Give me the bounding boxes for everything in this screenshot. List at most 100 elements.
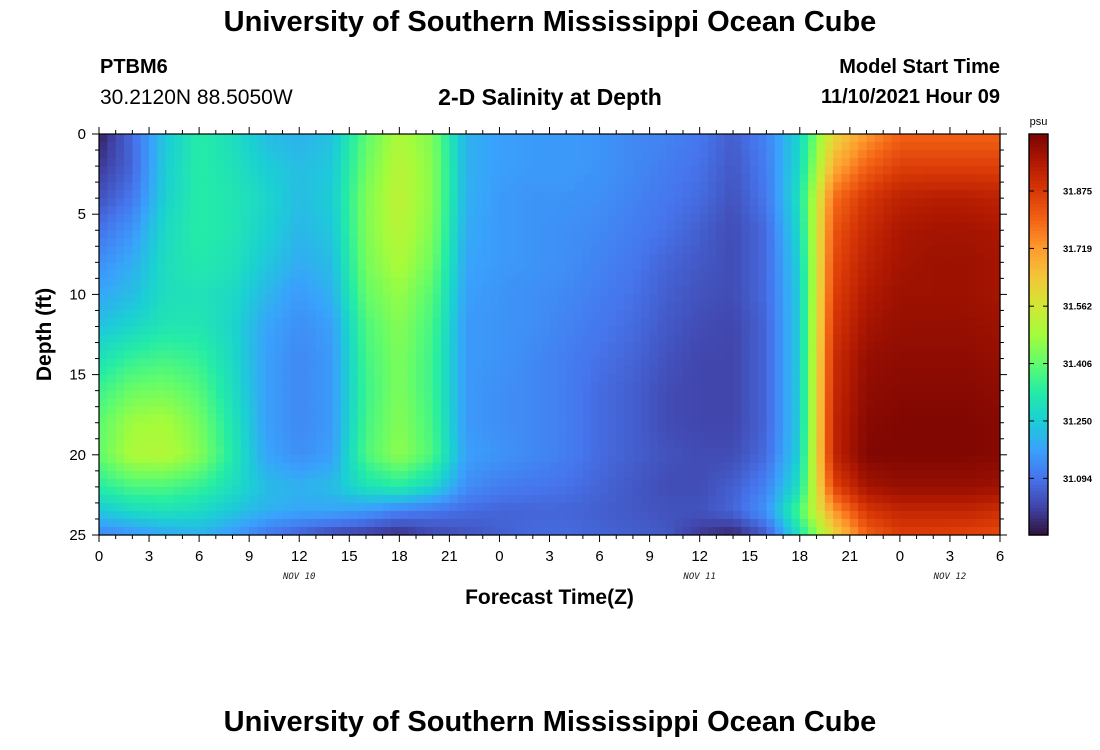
heatmap-cell <box>599 142 609 151</box>
heatmap-cell <box>257 454 267 464</box>
heatmap-cell <box>340 406 350 416</box>
heatmap-cell <box>874 134 884 143</box>
heatmap-cell <box>933 270 943 279</box>
heatmap-cell <box>758 334 767 344</box>
heatmap-cell <box>340 142 350 151</box>
heatmap-cell <box>524 382 534 392</box>
heatmap-cell <box>432 174 442 183</box>
heatmap-cell <box>674 342 684 352</box>
heatmap-cell <box>741 494 751 504</box>
heatmap-cell <box>657 238 667 247</box>
heatmap-cell <box>682 190 692 199</box>
heatmap-cell <box>641 486 651 496</box>
heatmap-cell <box>549 294 559 304</box>
heatmap-cell <box>507 398 517 408</box>
heatmap-cell <box>557 382 567 392</box>
heatmap-cell <box>299 454 309 464</box>
heatmap-cell <box>766 270 776 279</box>
heatmap-cell <box>199 422 209 432</box>
heatmap-cell <box>232 206 242 215</box>
heatmap-cell <box>491 278 501 287</box>
heatmap-cell <box>632 262 642 271</box>
heatmap-cell <box>207 374 217 384</box>
heatmap-cell <box>99 174 108 183</box>
heatmap-cell <box>324 158 334 167</box>
heatmap-cell <box>149 446 158 456</box>
heatmap-cell <box>708 294 717 304</box>
heatmap-cell <box>557 406 567 416</box>
heatmap-cell <box>349 446 359 456</box>
heatmap-cell <box>124 350 133 360</box>
heatmap-cell <box>691 318 701 328</box>
heatmap-cell <box>641 238 651 247</box>
heatmap-cell <box>340 478 350 488</box>
heatmap-cell <box>799 262 809 271</box>
heatmap-cell <box>365 470 375 480</box>
heatmap-cell <box>783 262 793 271</box>
heatmap-cell <box>983 294 993 304</box>
heatmap-cell <box>107 430 117 440</box>
heatmap-cell <box>708 190 717 199</box>
heatmap-cell <box>933 262 943 271</box>
heatmap-cell <box>149 454 158 464</box>
heatmap-cell <box>791 430 801 440</box>
heatmap-cell <box>315 382 325 392</box>
heatmap-cell <box>991 350 1001 360</box>
heatmap-cell <box>674 358 684 368</box>
heatmap-cell <box>649 382 659 392</box>
heatmap-cell <box>382 190 392 199</box>
heatmap-cell <box>207 302 217 312</box>
heatmap-cell <box>574 238 584 247</box>
heatmap-cell <box>933 366 943 376</box>
heatmap-cell <box>249 222 259 231</box>
heatmap-cell <box>741 342 751 352</box>
heatmap-cell <box>299 486 309 496</box>
heatmap-cell <box>324 302 334 312</box>
heatmap-cell <box>808 270 818 279</box>
heatmap-cell <box>541 430 551 440</box>
heatmap-cell <box>933 406 943 416</box>
heatmap-cell <box>908 310 918 320</box>
heatmap-cell <box>549 438 559 448</box>
heatmap-cell <box>324 390 334 400</box>
heatmap-cell <box>958 366 968 376</box>
heatmap-cell <box>716 334 726 344</box>
heatmap-cell <box>407 414 417 424</box>
heatmap-cell <box>758 158 767 167</box>
heatmap-cell <box>591 206 601 215</box>
heatmap-cell <box>524 406 534 416</box>
heatmap-cell <box>991 398 1001 408</box>
heatmap-cell <box>632 198 642 207</box>
heatmap-cell <box>416 206 425 215</box>
heatmap-cell <box>674 278 684 287</box>
heatmap-cell <box>582 350 592 360</box>
heatmap-cell <box>549 150 559 159</box>
heatmap-cell <box>824 134 834 143</box>
heatmap-cell <box>466 302 476 312</box>
heatmap-cell <box>591 278 601 287</box>
heatmap-cell <box>499 238 509 247</box>
heatmap-cell <box>232 150 242 159</box>
heatmap-cell <box>466 150 476 159</box>
heatmap-cell <box>340 494 350 504</box>
heatmap-cell <box>749 470 759 480</box>
heatmap-cell <box>115 398 125 408</box>
heatmap-cell <box>674 318 684 328</box>
heatmap-cell <box>132 278 142 287</box>
heatmap-cell <box>541 318 551 328</box>
heatmap-cell <box>599 446 609 456</box>
heatmap-cell <box>174 470 184 480</box>
heatmap-cell <box>416 302 425 312</box>
heatmap-cell <box>849 438 859 448</box>
heatmap-cell <box>774 390 784 400</box>
heatmap-cell <box>257 134 267 143</box>
heatmap-cell <box>165 486 175 496</box>
heatmap-cell <box>532 198 542 207</box>
heatmap-cell <box>758 254 767 263</box>
heatmap-cell <box>641 470 651 480</box>
heatmap-cell <box>282 278 292 287</box>
heatmap-cell <box>524 438 534 448</box>
heatmap-cell <box>691 238 701 247</box>
heatmap-cell <box>207 422 217 432</box>
heatmap-cell <box>165 230 175 239</box>
